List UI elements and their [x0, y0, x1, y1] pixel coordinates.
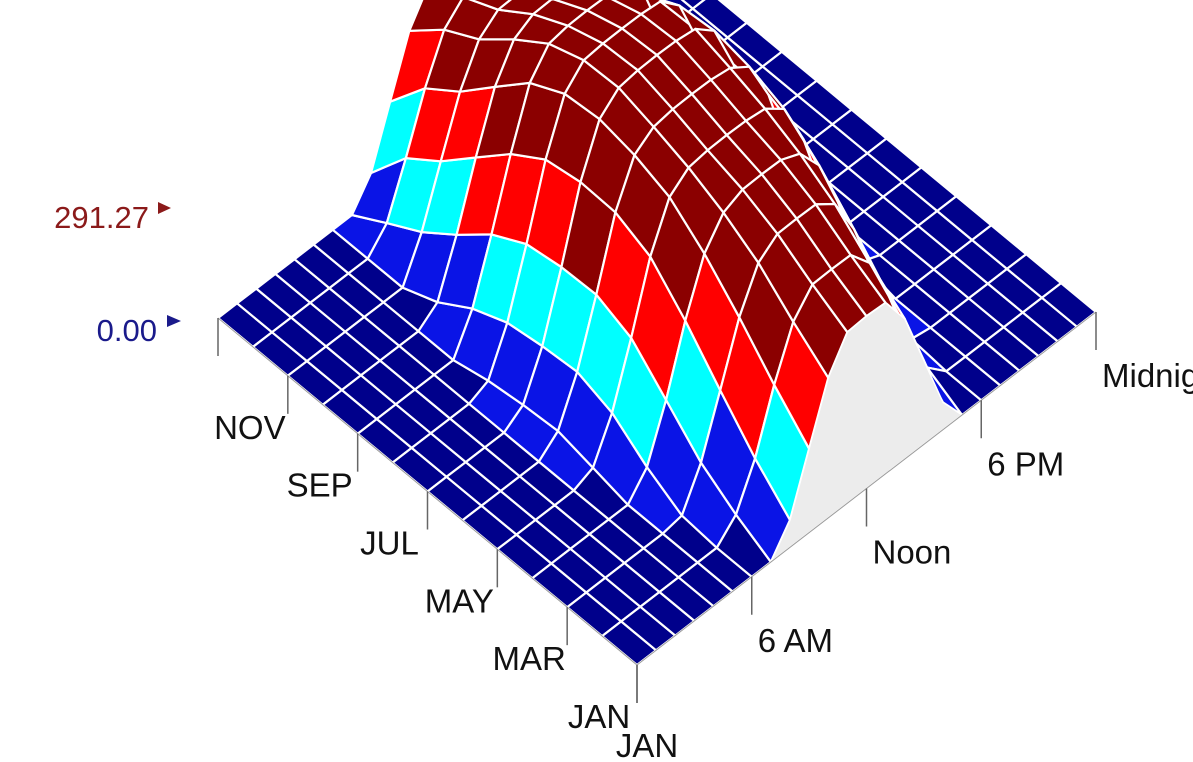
month-tick-label: JAN: [616, 727, 678, 762]
z-max-marker: 291.27: [54, 200, 171, 235]
month-tick-label: MAR: [492, 640, 565, 677]
month-tick-label: JAN: [568, 698, 630, 735]
z-max-label: 291.27: [54, 200, 149, 235]
surface-mesh: [216, 0, 1098, 667]
z-min-marker: 0.00: [97, 313, 181, 348]
surface-cell: [680, 0, 706, 10]
month-tick-label: SEP: [287, 467, 353, 504]
month-tick-label: JUL: [360, 525, 419, 562]
hour-tick-label: 6 AM: [758, 622, 833, 659]
hour-tick-label: 6 PM: [987, 445, 1064, 482]
hour-tick-label: Noon: [873, 534, 952, 571]
z-min-label: 0.00: [97, 313, 157, 348]
month-tick-label: NOV: [214, 409, 286, 446]
z-min-arrow-icon: [167, 315, 181, 327]
month-tick-label: MAY: [425, 582, 494, 619]
hour-tick-label: Midnight: [1102, 357, 1193, 394]
z-max-arrow-icon: [158, 202, 171, 214]
